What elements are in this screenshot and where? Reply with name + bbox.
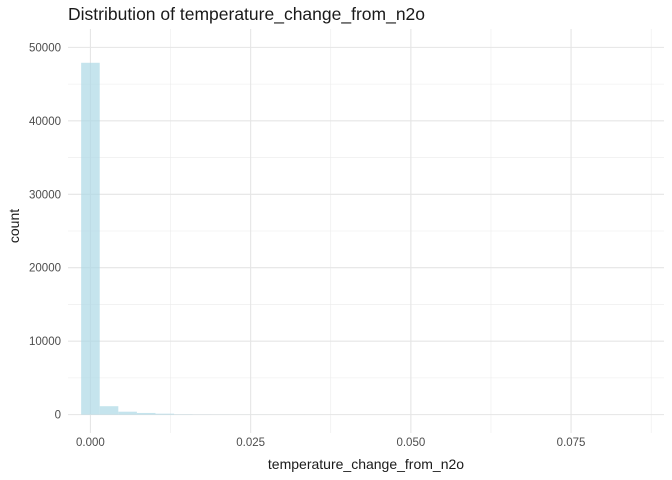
chart-title: Distribution of temperature_change_from_… <box>68 4 426 24</box>
x-axis-label: temperature_change_from_n2o <box>267 456 465 472</box>
histogram-bar <box>155 413 175 415</box>
histogram-bar <box>118 411 137 415</box>
y-axis-label: count <box>6 208 22 244</box>
minor-gridlines <box>68 29 664 433</box>
y-tick-label: 0 <box>55 410 61 422</box>
histogram-bar <box>136 412 156 415</box>
y-tick-label: 50000 <box>29 42 61 54</box>
x-tick-label: 0.025 <box>236 437 265 449</box>
histogram-bar <box>99 406 119 415</box>
y-tick-label: 10000 <box>29 336 61 348</box>
y-tick-label: 30000 <box>29 189 61 201</box>
x-tick-label: 0.075 <box>557 437 586 449</box>
y-tick-label: 20000 <box>29 263 61 275</box>
y-tick-label: 40000 <box>29 116 61 128</box>
histogram-bar <box>81 62 100 415</box>
x-tick-label: 0.000 <box>76 437 105 449</box>
y-axis-tick-labels: 0 10000 20000 30000 40000 50000 <box>29 42 61 421</box>
histogram-bars <box>81 62 342 415</box>
x-axis-tick-labels: 0.000 0.025 0.050 0.075 <box>76 437 585 449</box>
x-tick-label: 0.050 <box>396 437 425 449</box>
